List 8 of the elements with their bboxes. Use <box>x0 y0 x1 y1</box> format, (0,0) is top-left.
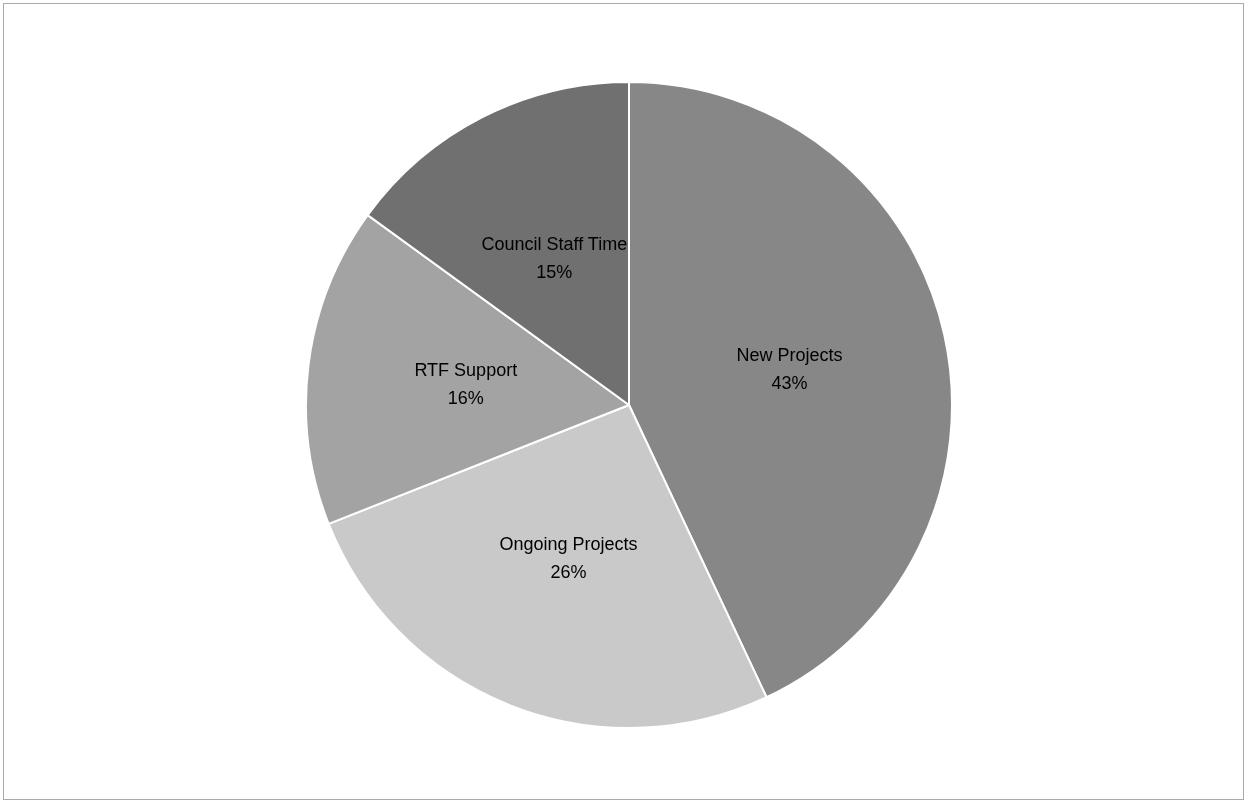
data-label: 26% <box>550 561 587 582</box>
data-label: 16% <box>447 388 484 409</box>
data-label: 15% <box>536 262 573 283</box>
slice-label: Ongoing Projects <box>499 533 638 554</box>
data-label: 43% <box>771 373 808 394</box>
slice-label: Council Staff Time <box>481 234 628 255</box>
slice-label: RTF Support <box>414 360 518 381</box>
slice-label: New Projects <box>736 345 843 366</box>
